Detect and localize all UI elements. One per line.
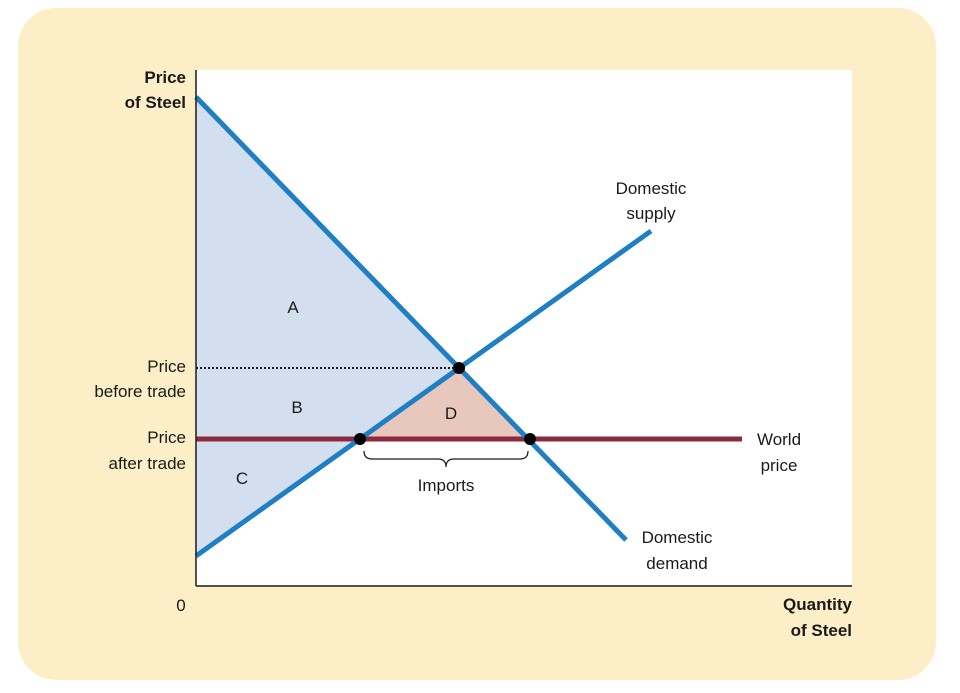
area-d-region (360, 368, 530, 439)
price-after-trade-label-line1: Price (147, 428, 186, 447)
domestic-demand-curve (194, 95, 628, 542)
x-axis-title-line1: Quantity (783, 595, 852, 614)
quantity-demanded-point (524, 433, 536, 445)
world-price-label-line2: price (761, 456, 798, 475)
x-axis-title-line2: of Steel (791, 621, 852, 640)
price-before-trade-label-line2: before trade (94, 382, 186, 401)
origin-label: 0 (176, 596, 185, 615)
y-axis-title-line2: of Steel (125, 93, 186, 112)
area-a-label: A (287, 298, 299, 317)
domestic-supply-curve (194, 228, 653, 559)
y-axis-title-line1: Price (144, 68, 186, 87)
price-before-trade-label-line1: Price (147, 357, 186, 376)
supply-label-line1: Domestic (616, 179, 687, 198)
imports-label: Imports (418, 476, 475, 495)
demand-label-line2: demand (646, 554, 707, 573)
area-c-label: C (236, 469, 248, 488)
area-d-label: D (445, 404, 457, 423)
quantity-supplied-point (354, 433, 366, 445)
supply-label-line2: supply (626, 204, 676, 223)
equilibrium-point (453, 362, 465, 374)
price-after-trade-label-line2: after trade (109, 454, 187, 473)
world-price-label-line1: World (757, 430, 801, 449)
imports-brace (363, 450, 529, 468)
demand-label-line1: Domestic (642, 528, 713, 547)
area-b-label: B (291, 398, 302, 417)
